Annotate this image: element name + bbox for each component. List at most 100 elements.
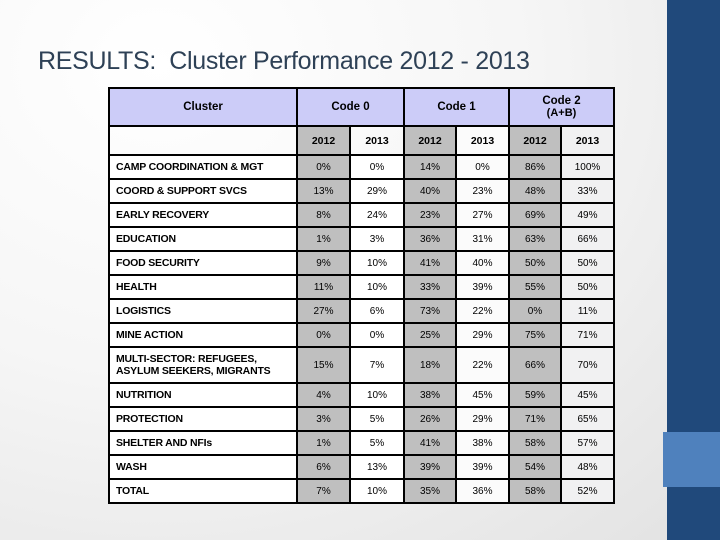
value-cell: 10% bbox=[349, 250, 405, 276]
value-cell: 8% bbox=[296, 202, 351, 228]
table-row: EARLY RECOVERY 8% 24% 23% 27% 69% 49% bbox=[108, 202, 615, 228]
value-cell: 40% bbox=[455, 250, 510, 276]
cluster-name-cell: EARLY RECOVERY bbox=[108, 202, 298, 228]
value-cell: 0% bbox=[296, 322, 351, 348]
value-cell: 29% bbox=[455, 406, 510, 432]
subheader-year: 2013 bbox=[560, 125, 615, 156]
value-cell: 15% bbox=[296, 346, 351, 384]
value-cell: 71% bbox=[508, 406, 562, 432]
value-cell: 41% bbox=[403, 430, 457, 456]
value-cell: 33% bbox=[560, 178, 615, 204]
table-row: LOGISTICS 27% 6% 73% 22% 0% 11% bbox=[108, 298, 615, 324]
value-cell: 73% bbox=[403, 298, 457, 324]
header-code2-sublabel: (A+B) bbox=[546, 107, 577, 119]
value-cell: 3% bbox=[296, 406, 351, 432]
cluster-name-cell: TOTAL bbox=[108, 478, 298, 504]
value-cell: 14% bbox=[403, 154, 457, 180]
value-cell: 63% bbox=[508, 226, 562, 252]
value-cell: 0% bbox=[349, 322, 405, 348]
value-cell: 13% bbox=[296, 178, 351, 204]
value-cell: 35% bbox=[403, 478, 457, 504]
cluster-name-cell: CAMP COORDINATION & MGT bbox=[108, 154, 298, 180]
value-cell: 29% bbox=[349, 178, 405, 204]
table-row: SHELTER AND NFIs 1% 5% 41% 38% 58% 57% bbox=[108, 430, 615, 456]
value-cell: 24% bbox=[349, 202, 405, 228]
cluster-name-cell: HEALTH bbox=[108, 274, 298, 300]
cluster-name-cell: PROTECTION bbox=[108, 406, 298, 432]
value-cell: 13% bbox=[349, 454, 405, 480]
table-row: COORD & SUPPORT SVCS 13% 29% 40% 23% 48% 33% bbox=[108, 178, 615, 204]
table-row: NUTRITION 4% 10% 38% 45% 59% 45% bbox=[108, 382, 615, 408]
cluster-name-cell: MINE ACTION bbox=[108, 322, 298, 348]
value-cell: 39% bbox=[455, 274, 510, 300]
value-cell: 5% bbox=[349, 406, 405, 432]
table-row: CAMP COORDINATION & MGT 0% 0% 14% 0% 86% 100% bbox=[108, 154, 615, 180]
value-cell: 10% bbox=[349, 274, 405, 300]
value-cell: 29% bbox=[455, 322, 510, 348]
value-cell: 69% bbox=[508, 202, 562, 228]
table-row: TOTAL 7% 10% 35% 36% 58% 52% bbox=[108, 478, 615, 504]
value-cell: 1% bbox=[296, 226, 351, 252]
subheader-year: 2013 bbox=[349, 125, 405, 156]
value-cell: 50% bbox=[560, 250, 615, 276]
value-cell: 38% bbox=[403, 382, 457, 408]
value-cell: 71% bbox=[560, 322, 615, 348]
cluster-name-cell: MULTI-SECTOR: REFUGEES, ASYLUM SEEKERS, … bbox=[108, 346, 298, 384]
table-body: CAMP COORDINATION & MGT 0% 0% 14% 0% 86% 100% C… bbox=[108, 154, 615, 504]
value-cell: 27% bbox=[296, 298, 351, 324]
value-cell: 23% bbox=[455, 178, 510, 204]
value-cell: 0% bbox=[455, 154, 510, 180]
value-cell: 75% bbox=[508, 322, 562, 348]
cluster-performance-table: Cluster Code 0 Code 1 Code 2 (A+B) 2012 … bbox=[108, 87, 615, 504]
cluster-name-cell: EDUCATION bbox=[108, 226, 298, 252]
value-cell: 41% bbox=[403, 250, 457, 276]
subheader-empty-cell bbox=[108, 125, 298, 156]
value-cell: 11% bbox=[296, 274, 351, 300]
value-cell: 50% bbox=[508, 250, 562, 276]
value-cell: 0% bbox=[508, 298, 562, 324]
value-cell: 25% bbox=[403, 322, 457, 348]
value-cell: 55% bbox=[508, 274, 562, 300]
value-cell: 6% bbox=[349, 298, 405, 324]
value-cell: 65% bbox=[560, 406, 615, 432]
table-row: FOOD SECURITY 9% 10% 41% 40% 50% 50% bbox=[108, 250, 615, 276]
table-row: MINE ACTION 0% 0% 25% 29% 75% 71% bbox=[108, 322, 615, 348]
value-cell: 5% bbox=[349, 430, 405, 456]
value-cell: 26% bbox=[403, 406, 457, 432]
value-cell: 31% bbox=[455, 226, 510, 252]
value-cell: 48% bbox=[508, 178, 562, 204]
value-cell: 0% bbox=[349, 154, 405, 180]
table-header-row: Cluster Code 0 Code 1 Code 2 (A+B) bbox=[108, 87, 615, 127]
value-cell: 9% bbox=[296, 250, 351, 276]
value-cell: 70% bbox=[560, 346, 615, 384]
value-cell: 11% bbox=[560, 298, 615, 324]
value-cell: 39% bbox=[455, 454, 510, 480]
value-cell: 7% bbox=[296, 478, 351, 504]
value-cell: 86% bbox=[508, 154, 562, 180]
accent-square bbox=[663, 432, 720, 487]
value-cell: 54% bbox=[508, 454, 562, 480]
table-row: MULTI-SECTOR: REFUGEES, ASYLUM SEEKERS, … bbox=[108, 346, 615, 384]
table-row: EDUCATION 1% 3% 36% 31% 63% 66% bbox=[108, 226, 615, 252]
header-code2: Code 2 (A+B) bbox=[508, 87, 615, 127]
header-cluster: Cluster bbox=[108, 87, 298, 127]
cluster-name-cell: LOGISTICS bbox=[108, 298, 298, 324]
subheader-year: 2012 bbox=[296, 125, 351, 156]
subheader-year: 2013 bbox=[455, 125, 510, 156]
value-cell: 36% bbox=[455, 478, 510, 504]
value-cell: 58% bbox=[508, 430, 562, 456]
subheader-year: 2012 bbox=[508, 125, 562, 156]
value-cell: 4% bbox=[296, 382, 351, 408]
value-cell: 52% bbox=[560, 478, 615, 504]
value-cell: 0% bbox=[296, 154, 351, 180]
value-cell: 10% bbox=[349, 478, 405, 504]
cluster-name-cell: SHELTER AND NFIs bbox=[108, 430, 298, 456]
cluster-name-cell: WASH bbox=[108, 454, 298, 480]
value-cell: 57% bbox=[560, 430, 615, 456]
value-cell: 100% bbox=[560, 154, 615, 180]
value-cell: 33% bbox=[403, 274, 457, 300]
value-cell: 10% bbox=[349, 382, 405, 408]
value-cell: 58% bbox=[508, 478, 562, 504]
value-cell: 18% bbox=[403, 346, 457, 384]
